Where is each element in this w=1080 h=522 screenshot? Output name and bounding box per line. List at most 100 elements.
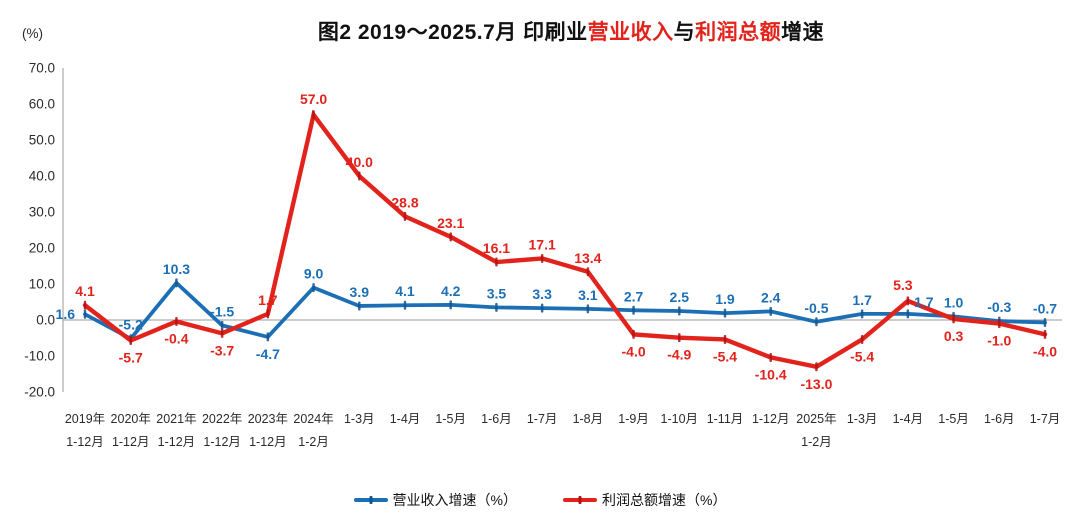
- data-label: 1.7: [914, 294, 934, 310]
- data-label: 10.3: [163, 261, 190, 277]
- data-label: 2.5: [670, 289, 690, 305]
- chart-title: 图2 2019～2025.7月 印刷业营业收入与利润总额增速: [70, 16, 1072, 46]
- x-tick-label: 1-4月: [893, 412, 924, 426]
- y-tick-label: 70.0: [29, 61, 55, 76]
- data-label: -0.7: [1033, 301, 1057, 317]
- x-tick-label: 1-2月: [801, 435, 832, 449]
- x-tick-label: 1-9月: [618, 412, 649, 426]
- x-tick-label: 1-12月: [752, 412, 790, 426]
- x-tick-label: 2020年: [111, 412, 151, 426]
- point-marker: [860, 334, 864, 344]
- title-segment: 营业收入: [587, 21, 674, 44]
- data-label: -0.5: [804, 300, 828, 316]
- x-tick-label: 2019年: [65, 412, 105, 426]
- data-label: 2.7: [624, 288, 644, 304]
- point-marker: [769, 306, 772, 316]
- data-label: 4.1: [395, 283, 415, 299]
- data-label: 9.0: [304, 266, 324, 282]
- point-marker: [906, 309, 910, 319]
- point-marker: [540, 253, 544, 263]
- point-marker: [83, 300, 87, 310]
- y-tick-label: 60.0: [29, 97, 55, 112]
- data-label: 1.6: [56, 306, 76, 322]
- point-marker: [220, 328, 224, 338]
- data-label: 40.0: [346, 154, 373, 170]
- x-tick-label: 1-6月: [481, 412, 512, 426]
- point-marker: [586, 267, 590, 277]
- y-tick-label: -20.0: [24, 385, 55, 400]
- x-tick-label: 1-8月: [573, 412, 604, 426]
- point-marker: [723, 308, 727, 318]
- point-marker: [1043, 318, 1047, 328]
- point-marker: [815, 362, 818, 372]
- point-marker: [998, 319, 1001, 329]
- data-label: 2.4: [761, 289, 781, 305]
- data-label: -5.7: [119, 350, 143, 366]
- point-marker: [403, 300, 407, 310]
- x-tick-label: 1-12月: [158, 435, 196, 449]
- data-label: -0.3: [987, 299, 1011, 315]
- x-tick-label: 1-4月: [390, 412, 421, 426]
- x-tick-label: 1-10月: [661, 412, 699, 426]
- point-marker: [358, 301, 361, 311]
- title-segment: 增速: [781, 21, 825, 44]
- data-label: -4.0: [1033, 343, 1057, 359]
- x-tick-label: 1-12月: [249, 435, 287, 449]
- legend-label: 利润总额增速（%）: [602, 492, 727, 508]
- data-label: -1.0: [987, 333, 1011, 349]
- x-tick-label: 1-6月: [984, 412, 1015, 426]
- data-label: -4.7: [256, 346, 280, 362]
- point-marker: [129, 336, 132, 346]
- point-marker: [906, 296, 910, 306]
- point-marker: [83, 309, 87, 319]
- x-tick-label: 2023年: [248, 412, 288, 426]
- data-label: -5.4: [713, 348, 737, 364]
- x-tick-label: 2022年: [202, 412, 242, 426]
- y-tick-label: 0.0: [36, 313, 55, 328]
- x-tick-label: 1-12月: [203, 435, 241, 449]
- x-tick-label: 1-7月: [527, 412, 558, 426]
- data-label: 1.7: [852, 292, 872, 308]
- y-tick-label: 30.0: [29, 205, 55, 220]
- point-marker: [678, 333, 681, 343]
- data-label: -10.4: [755, 366, 787, 382]
- data-label: -0.4: [164, 330, 188, 346]
- data-label: 57.0: [300, 91, 327, 107]
- point-marker: [1043, 329, 1047, 339]
- point-marker: [220, 320, 224, 330]
- data-label: 17.1: [529, 236, 556, 252]
- point-marker: [403, 211, 407, 221]
- point-marker: [266, 332, 270, 342]
- series-line-profit: [82, 109, 1048, 370]
- legend-line-swatch: [563, 496, 597, 504]
- data-label: 0.3: [944, 328, 964, 344]
- point-marker: [678, 306, 681, 316]
- data-label: 5.3: [893, 277, 913, 293]
- point-marker: [495, 302, 498, 312]
- legend-line-swatch: [353, 496, 388, 504]
- point-marker: [769, 352, 772, 362]
- legend-item: 营业收入增速（%）: [353, 490, 517, 510]
- data-label: -4.0: [622, 343, 646, 359]
- title-segment: 利润总额: [695, 21, 782, 44]
- title-segment: 与: [673, 21, 696, 44]
- data-label: 3.1: [578, 287, 598, 303]
- data-label: 3.5: [487, 285, 507, 301]
- data-label: 3.3: [532, 286, 552, 302]
- data-label: 1.9: [715, 291, 735, 307]
- x-tick-label: 1-2月: [298, 435, 329, 449]
- x-tick-label: 1-12月: [66, 435, 104, 449]
- data-label: 3.9: [350, 284, 370, 300]
- data-label: 13.4: [574, 250, 601, 266]
- x-tick-label: 1-11月: [707, 412, 744, 426]
- legend-label: 营业收入增速（%）: [392, 492, 517, 508]
- data-label: -4.9: [667, 347, 691, 363]
- point-marker: [723, 334, 727, 344]
- data-label: 4.2: [441, 283, 461, 299]
- title-segment: 图2 2019～2025.7月 印刷业: [317, 21, 588, 44]
- legend-item: 利润总额增速（%）: [563, 490, 726, 510]
- y-tick-label: 40.0: [29, 169, 55, 184]
- point-marker: [860, 309, 864, 319]
- data-label: -3.7: [210, 342, 234, 358]
